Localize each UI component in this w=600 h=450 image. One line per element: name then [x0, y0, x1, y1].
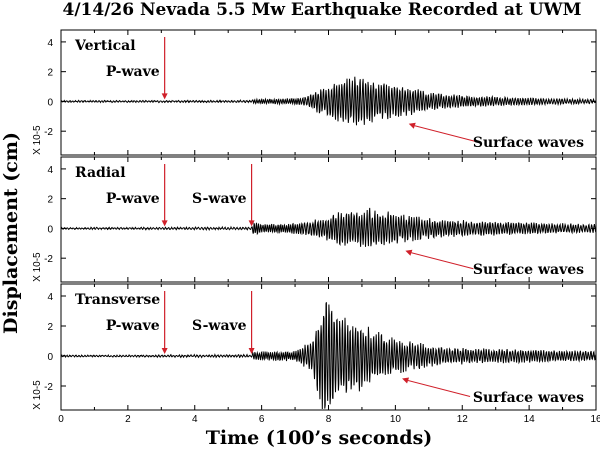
y-scale-label: X 10-5 [32, 125, 43, 155]
x-tick-label: 4 [192, 414, 198, 425]
arrow-head [248, 220, 255, 227]
y-tick-label: 0 [47, 224, 53, 235]
x-tick-label: 12 [457, 414, 469, 425]
x-tick-label: 0 [58, 414, 64, 425]
arrow-head [405, 249, 413, 256]
x-tick-label: 2 [125, 414, 131, 425]
surface-arrow [407, 380, 471, 397]
surface-wave-label: Surface waves [473, 390, 584, 406]
y-tick-label: 0 [47, 97, 53, 108]
y-tick-label: 2 [47, 322, 53, 333]
panel-vertical: -2 0 2 4 X 10-5 Vertical P-wave Surface waves [32, 29, 597, 156]
x-axis-title: Time (100’s seconds) [206, 427, 433, 449]
x-tick-label: 16 [590, 414, 600, 425]
phase-label: P-wave [106, 64, 160, 80]
y-tick-label: 2 [47, 195, 53, 206]
y-tick-label: -2 [44, 127, 53, 138]
y-tick-label: -2 [44, 254, 53, 265]
panel-name: Radial [75, 165, 126, 181]
chart-title: 4/14/26 Nevada 5.5 Mw Earthquake Recorde… [63, 0, 582, 20]
seismogram-trace [60, 207, 597, 247]
x-tick-label: 10 [390, 414, 402, 425]
y-scale-label: X 10-5 [32, 252, 43, 282]
arrow-head [161, 220, 168, 227]
arrow-head [161, 93, 168, 100]
seismogram-trace [60, 302, 597, 410]
seismogram-trace [60, 76, 597, 126]
surface-wave-label: Surface waves [473, 135, 584, 151]
phase-label: P-wave [106, 318, 160, 334]
x-tick-label: 8 [326, 414, 332, 425]
surface-wave-label: Surface waves [473, 262, 584, 278]
y-tick-label: 4 [47, 38, 53, 49]
y-axis-title: Displacement (cm) [0, 132, 22, 334]
panel-name: Transverse [75, 292, 160, 308]
arrow-head [248, 348, 255, 354]
y-tick-label: -2 [44, 382, 53, 393]
y-scale-label: X 10-5 [32, 380, 43, 410]
x-tick-label: 6 [259, 414, 265, 425]
y-tick-label: 4 [47, 292, 53, 303]
arrow-head [402, 377, 410, 384]
phase-label: S-wave [192, 318, 247, 334]
arrow-head [161, 348, 168, 354]
phase-label: S-wave [192, 191, 247, 207]
y-tick-label: 2 [47, 68, 53, 79]
y-tick-label: 0 [47, 352, 53, 363]
arrow-head [408, 122, 416, 129]
y-tick-label: 4 [47, 165, 53, 176]
x-tick-label: 14 [524, 414, 536, 425]
surface-arrow [414, 125, 477, 143]
phase-label: P-wave [106, 191, 160, 207]
surface-arrow [411, 252, 474, 270]
panel-name: Vertical [74, 38, 136, 54]
panel-transverse: -2 0 2 4 X 10-5 Transverse P-wave S-wave Surface… [32, 283, 597, 411]
panel-radial: -2 0 2 4 X 10-5 Radial P-wave S-wave Surface wav… [32, 156, 597, 283]
